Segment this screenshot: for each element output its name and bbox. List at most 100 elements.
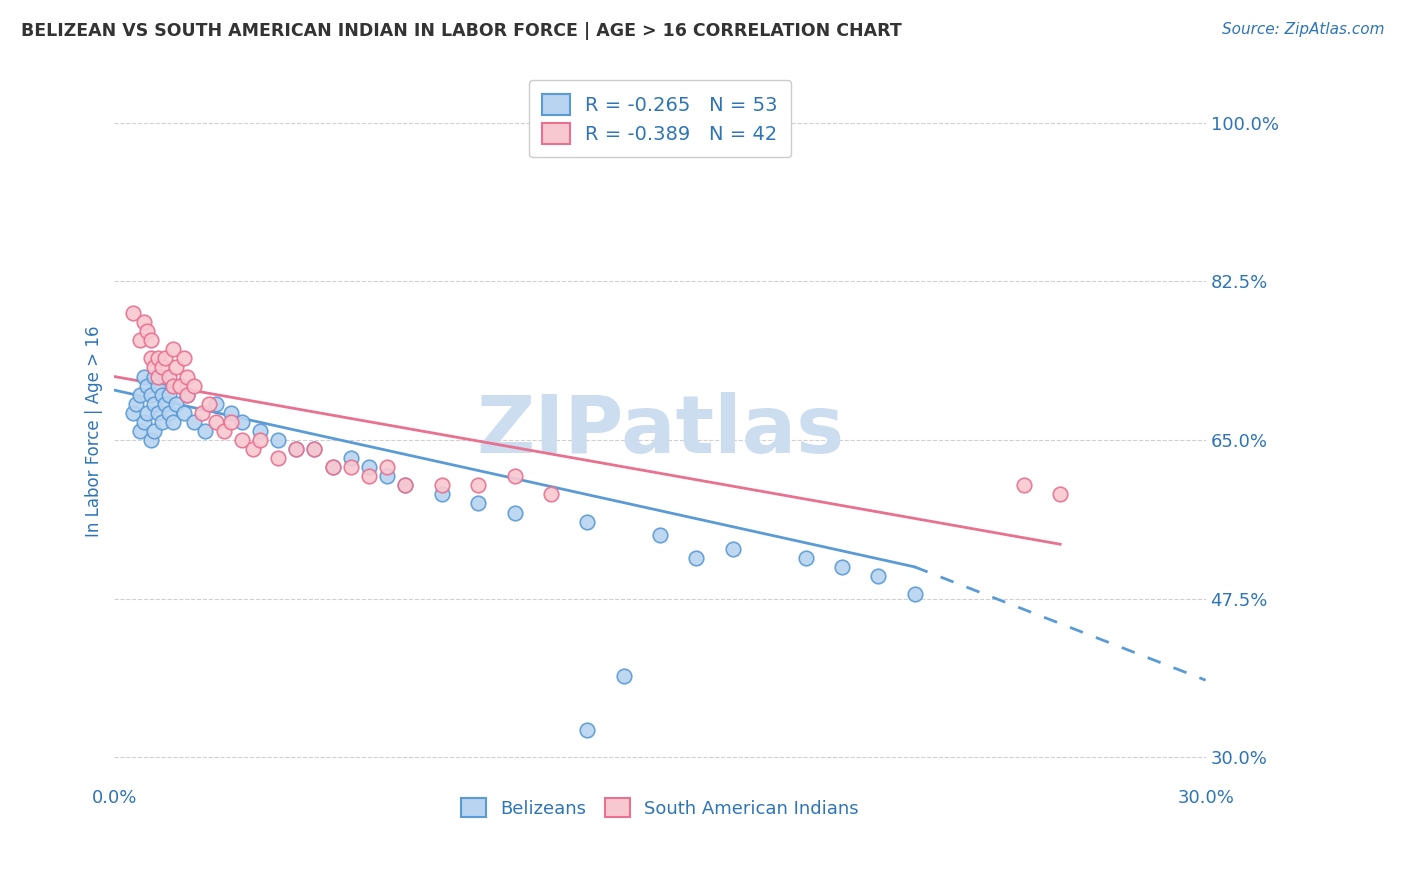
Text: ZIPatlas: ZIPatlas [475, 392, 844, 470]
Point [121, 306, 143, 320]
Point [375, 469, 398, 483]
Point [576, 723, 599, 737]
Point [205, 415, 228, 429]
Point [162, 343, 184, 357]
Point [613, 668, 636, 682]
Point [128, 424, 150, 438]
Point [394, 478, 416, 492]
Point [249, 433, 271, 447]
Point [157, 406, 180, 420]
Point [904, 587, 927, 601]
Point [155, 369, 177, 384]
Point [136, 378, 159, 392]
Point [139, 387, 162, 401]
Point [169, 378, 191, 392]
Point [831, 560, 853, 574]
Point [231, 415, 253, 429]
Point [162, 378, 184, 392]
Point [128, 387, 150, 401]
Point [285, 442, 308, 456]
Point [357, 469, 380, 483]
Legend: Belizeans, South American Indians: Belizeans, South American Indians [454, 790, 866, 825]
Point [176, 369, 198, 384]
Point [139, 351, 162, 366]
Point [285, 442, 308, 456]
Point [868, 569, 890, 583]
Point [231, 433, 253, 447]
Text: Source: ZipAtlas.com: Source: ZipAtlas.com [1222, 22, 1385, 37]
Point [132, 315, 155, 329]
Point [794, 550, 817, 565]
Point [139, 333, 162, 347]
Text: BELIZEAN VS SOUTH AMERICAN INDIAN IN LABOR FORCE | AGE > 16 CORRELATION CHART: BELIZEAN VS SOUTH AMERICAN INDIAN IN LAB… [21, 22, 901, 40]
Point [576, 515, 599, 529]
Point [183, 415, 205, 429]
Point [190, 406, 212, 420]
Point [212, 424, 235, 438]
Point [685, 550, 707, 565]
Point [143, 397, 166, 411]
Point [375, 460, 398, 475]
Point [143, 360, 166, 375]
Point [132, 415, 155, 429]
Point [155, 351, 177, 366]
Point [249, 424, 271, 438]
Point [146, 406, 169, 420]
Point [467, 496, 489, 510]
Point [304, 442, 326, 456]
Point [721, 541, 744, 556]
Point [503, 506, 526, 520]
Point [146, 351, 169, 366]
Point [132, 369, 155, 384]
Point [1012, 478, 1035, 492]
Point [150, 360, 173, 375]
Point [340, 460, 363, 475]
Point [430, 487, 453, 501]
Point [322, 460, 344, 475]
Point [194, 424, 217, 438]
Point [503, 469, 526, 483]
Point [540, 487, 562, 501]
Point [173, 351, 195, 366]
Point [146, 369, 169, 384]
Point [340, 451, 363, 466]
Point [176, 387, 198, 401]
Point [157, 387, 180, 401]
Point [139, 433, 162, 447]
Point [155, 397, 177, 411]
Point [173, 406, 195, 420]
Point [169, 378, 191, 392]
Point [157, 369, 180, 384]
Point [648, 528, 671, 542]
Point [176, 387, 198, 401]
Point [136, 324, 159, 338]
Point [121, 406, 143, 420]
Point [357, 460, 380, 475]
Point [165, 360, 187, 375]
Point [267, 451, 290, 466]
Point [205, 397, 228, 411]
Point [219, 406, 242, 420]
Point [467, 478, 489, 492]
Point [322, 460, 344, 475]
Point [143, 369, 166, 384]
Point [198, 397, 221, 411]
Point [162, 415, 184, 429]
Point [267, 433, 290, 447]
Point [165, 397, 187, 411]
Point [143, 424, 166, 438]
Point [183, 378, 205, 392]
Point [1049, 487, 1071, 501]
Point [146, 378, 169, 392]
Point [242, 442, 264, 456]
Point [150, 415, 173, 429]
Point [136, 406, 159, 420]
Point [430, 478, 453, 492]
Point [128, 333, 150, 347]
Point [150, 387, 173, 401]
Point [219, 415, 242, 429]
Y-axis label: In Labor Force | Age > 16: In Labor Force | Age > 16 [86, 326, 103, 537]
Point [394, 478, 416, 492]
Point [304, 442, 326, 456]
Point [125, 397, 148, 411]
